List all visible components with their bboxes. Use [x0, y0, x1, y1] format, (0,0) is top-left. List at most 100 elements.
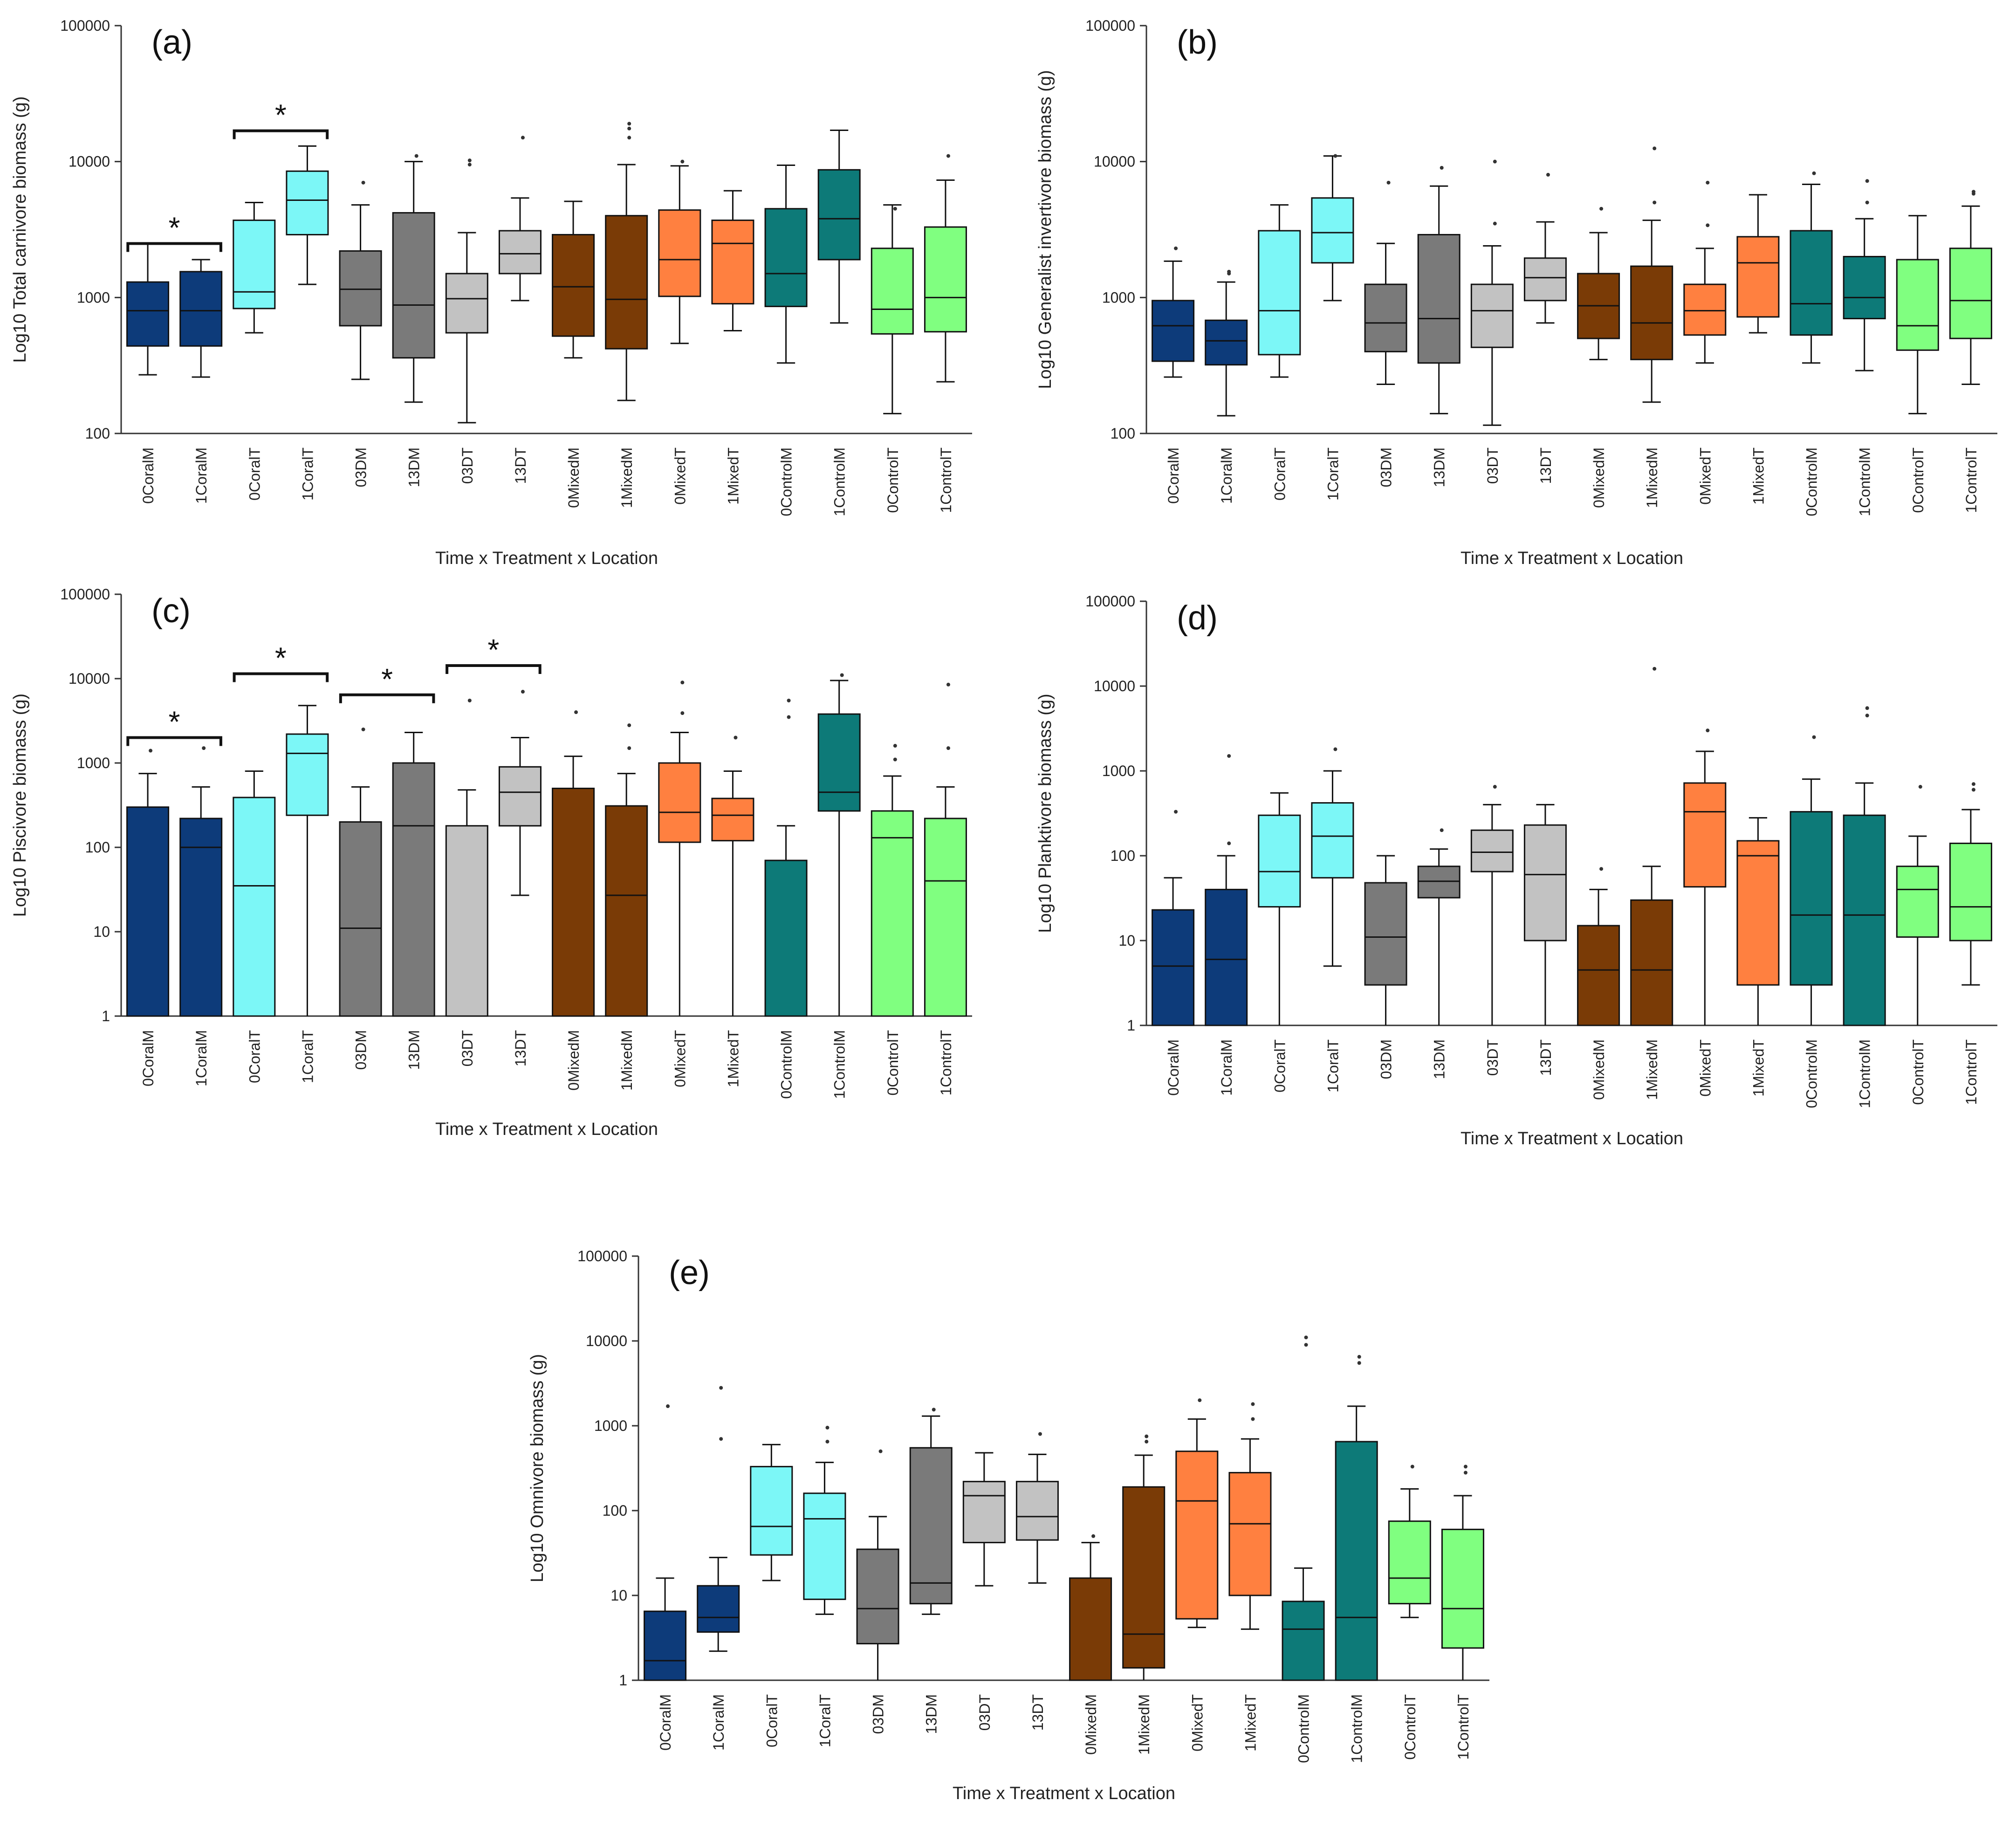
- box-body: [1790, 811, 1833, 986]
- box-body: [1630, 265, 1673, 360]
- x-tick-label: 1ControlT: [938, 1030, 954, 1096]
- outlier-point: [1706, 180, 1710, 185]
- x-tick-label: 13DM: [923, 1694, 940, 1734]
- box-1ControlT: 1ControlT: [1949, 782, 1992, 1105]
- outlier-point: [1227, 841, 1231, 845]
- box-body: [1015, 1481, 1059, 1541]
- box-body: [817, 169, 861, 261]
- box-body: [1175, 1450, 1219, 1620]
- box-1MixedM: 1MixedM: [1122, 1434, 1166, 1755]
- box-0ControlT: 0ControlT: [871, 744, 914, 1096]
- outlier-point: [1227, 269, 1231, 274]
- outlier-point: [946, 746, 950, 750]
- box-1MixedT: 1MixedT: [1228, 1402, 1272, 1752]
- panel-e: 1 10 100 1000 10000 100000 Log10 Omnivore biom…: [528, 1248, 1489, 1803]
- box-1MixedM: 1MixedM: [1630, 667, 1673, 1100]
- outlier-point: [1599, 867, 1604, 871]
- box-0CoralT: 0CoralT: [750, 1443, 793, 1747]
- outlier-point: [1091, 1534, 1096, 1538]
- panel-label: (a): [151, 24, 192, 61]
- outlier-point: [1599, 206, 1604, 211]
- significance-star: *: [275, 641, 287, 675]
- box-body: [764, 208, 808, 307]
- box-13DT: 13DT: [498, 690, 542, 1066]
- y-tick-label: 100000: [1085, 593, 1135, 610]
- outlier-point: [1198, 1398, 1202, 1402]
- box-body: [233, 220, 276, 309]
- box-0ControlM: 0ControlM: [1790, 735, 1833, 1108]
- box-0CoralT: 0CoralT: [1258, 204, 1301, 501]
- outlier-point: [521, 136, 525, 140]
- box-03DM: 03DM: [339, 180, 382, 487]
- box-03DT: 03DT: [1470, 785, 1514, 1076]
- box-body: [1896, 866, 1939, 938]
- outlier-point: [719, 1386, 723, 1390]
- x-tick-label: 1MixedM: [618, 1030, 635, 1091]
- y-tick-label: 100: [603, 1502, 627, 1519]
- box-body: [392, 212, 435, 359]
- box-body: [962, 1481, 1006, 1544]
- x-tick-label: 03DM: [353, 447, 370, 487]
- box-1CoralM: 1CoralM: [1205, 269, 1248, 504]
- box-body: [1523, 824, 1567, 941]
- box-03DT: 03DT: [445, 158, 488, 484]
- box-body: [392, 762, 435, 1017]
- y-tick-label: 100000: [577, 1248, 627, 1264]
- outlier-point: [840, 673, 844, 677]
- x-tick-label: 13DT: [512, 1030, 529, 1066]
- box-1CoralT: 1CoralT: [803, 1426, 846, 1747]
- x-tick-label: 1ControlM: [831, 1030, 848, 1099]
- outlier-point: [1440, 828, 1444, 832]
- box-body: [1364, 283, 1407, 352]
- box-1ControlT: 1ControlT: [1949, 190, 1992, 513]
- outlier-point: [1440, 166, 1444, 170]
- box-0ControlT: 0ControlT: [871, 204, 914, 513]
- x-tick-label: 1MixedT: [1750, 1039, 1767, 1097]
- x-tick-label: 1ControlM: [1349, 1694, 1365, 1763]
- box-13DM: 13DM: [392, 154, 435, 487]
- outlier-point: [1812, 735, 1816, 739]
- y-tick-label: 10000: [1094, 153, 1135, 170]
- outlier-point: [666, 1404, 670, 1409]
- box-body: [1122, 1486, 1166, 1669]
- outlier-point: [627, 122, 631, 126]
- x-tick-label: 0CoralM: [140, 447, 157, 504]
- x-tick-label: 0ControlT: [1910, 447, 1927, 513]
- box-body: [179, 818, 223, 1017]
- box-0MixedM: 0MixedM: [552, 200, 595, 508]
- box-body: [750, 1466, 793, 1556]
- box-body: [1843, 814, 1886, 1026]
- box-0MixedM: 0MixedM: [1577, 206, 1620, 508]
- box-1ControlT: 1ControlT: [1441, 1464, 1484, 1760]
- outlier-point: [946, 154, 950, 158]
- x-tick-label: 0MixedM: [565, 447, 582, 508]
- outlier-point: [1410, 1464, 1414, 1469]
- box-body: [1577, 925, 1620, 1026]
- x-tick-label: 0ControlM: [778, 1030, 795, 1099]
- x-tick-label: 1CoralM: [710, 1694, 727, 1751]
- x-tick-label: 1MixedM: [1644, 447, 1660, 508]
- box-0MixedT: 0MixedT: [658, 680, 701, 1087]
- box-body: [711, 220, 754, 305]
- x-tick-label: 0ControlT: [1910, 1039, 1927, 1105]
- box-body: [498, 230, 542, 275]
- box-body: [126, 806, 170, 1017]
- box-1ControlM: 1ControlM: [817, 129, 861, 516]
- box-0MixedT: 0MixedT: [658, 159, 701, 505]
- x-tick-label: 0ControlT: [885, 447, 901, 513]
- outlier-point: [825, 1426, 830, 1430]
- x-tick-label: 1MixedT: [1750, 447, 1767, 505]
- y-tick-label: 10: [1118, 932, 1135, 949]
- box-13DM: 13DM: [1417, 166, 1461, 487]
- bracket-line: [233, 672, 329, 682]
- outlier-point: [680, 680, 685, 685]
- box-body: [1949, 247, 1992, 339]
- box-body: [286, 170, 329, 235]
- outlier-point: [467, 698, 472, 702]
- outlier-point: [1653, 146, 1657, 151]
- box-body: [1630, 899, 1673, 1026]
- box-0ControlM: 0ControlM: [1790, 171, 1833, 516]
- y-tick-label: 100: [1111, 847, 1135, 864]
- box-body: [286, 733, 329, 816]
